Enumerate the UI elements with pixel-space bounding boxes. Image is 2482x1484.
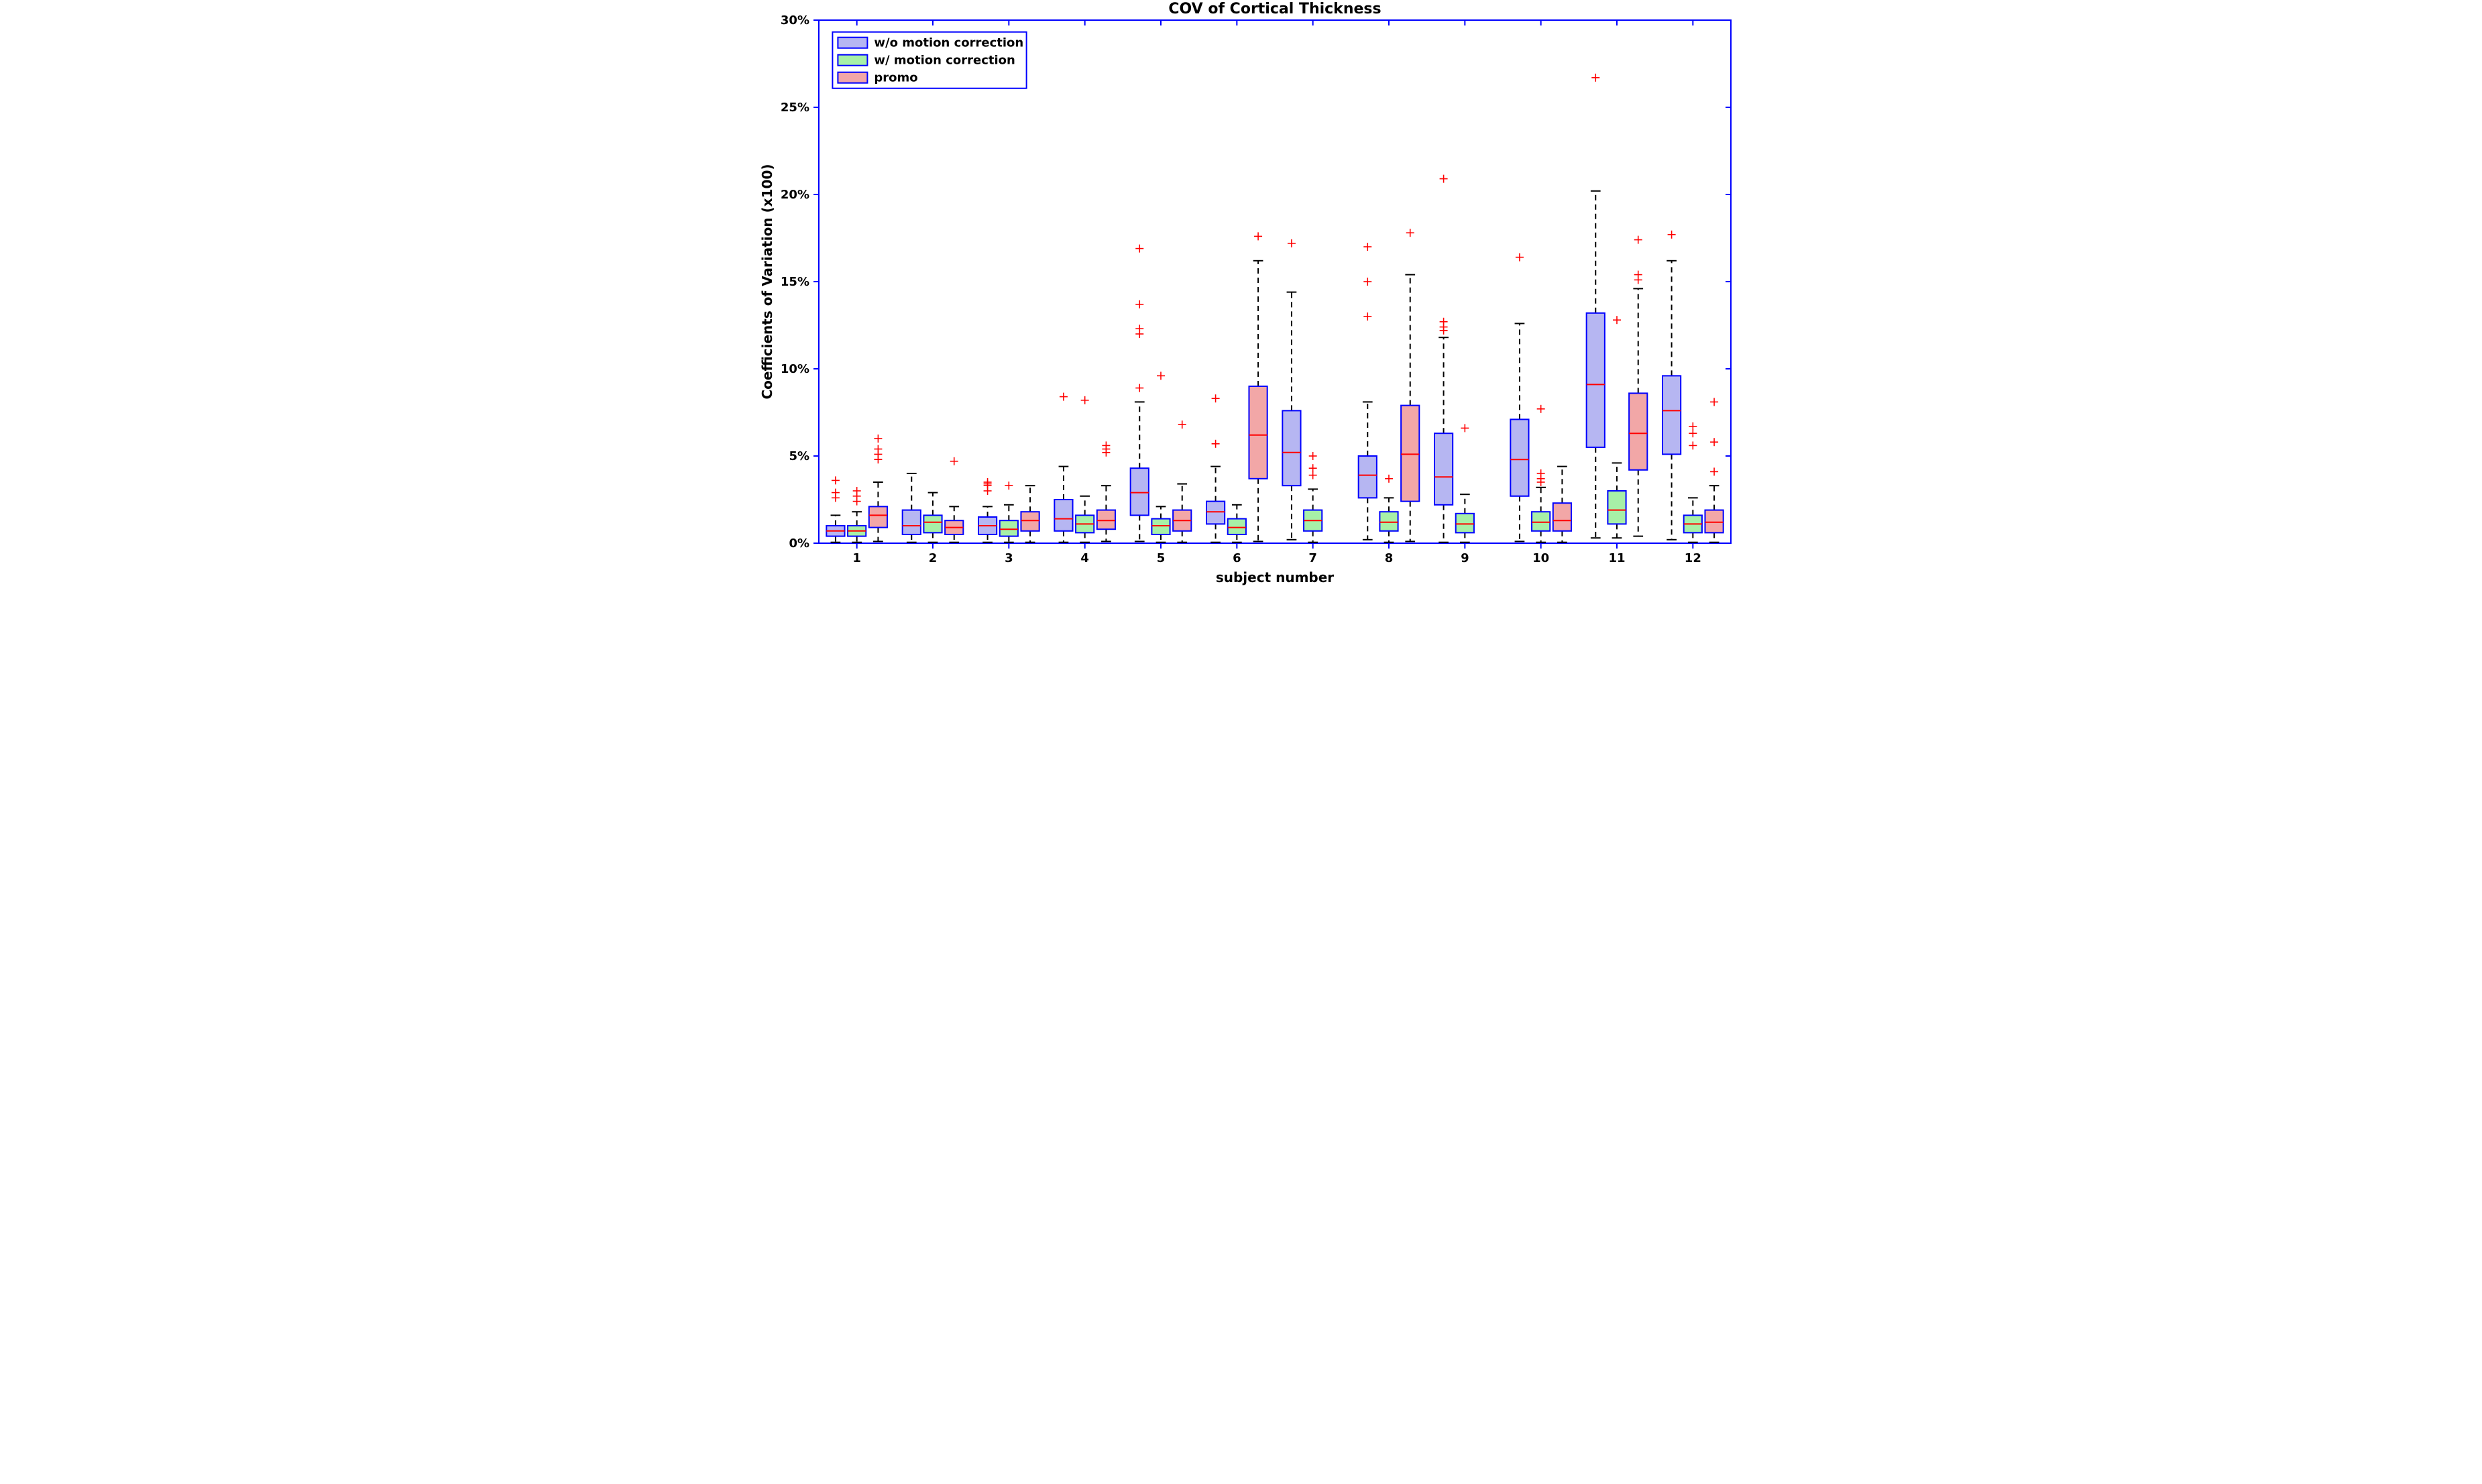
- legend: w/o motion correction w/ motion correctio…: [832, 32, 1026, 89]
- box: [1130, 468, 1148, 515]
- box: [1358, 456, 1376, 498]
- legend-label: promo: [874, 71, 917, 85]
- box: [1607, 491, 1626, 524]
- x-tick-label: 11: [1608, 551, 1625, 565]
- box: [1379, 512, 1398, 531]
- box: [1227, 519, 1245, 534]
- legend-swatch: [838, 55, 867, 66]
- box: [868, 506, 887, 527]
- y-tick-label: 25%: [780, 101, 809, 115]
- y-tick-label: 5%: [789, 449, 809, 463]
- box: [1629, 393, 1647, 469]
- box: [999, 520, 1017, 536]
- box: [1434, 433, 1453, 505]
- plot-frame: [819, 20, 1731, 543]
- y-tick-label: 15%: [780, 275, 809, 289]
- box: [1151, 519, 1170, 534]
- legend-swatch: [838, 38, 867, 48]
- x-tick-label: 10: [1532, 551, 1549, 565]
- x-tick-label: 4: [1080, 551, 1089, 565]
- box: [1054, 500, 1072, 531]
- x-tick-label: 5: [1156, 551, 1165, 565]
- box: [1532, 512, 1550, 531]
- box: [1510, 419, 1528, 496]
- x-axis-label: subject number: [1215, 569, 1333, 585]
- box: [1586, 313, 1604, 447]
- legend-swatch: [838, 72, 867, 83]
- x-tick-label: 2: [928, 551, 937, 565]
- y-tick-label: 20%: [780, 188, 809, 202]
- box: [1662, 376, 1681, 454]
- box: [1249, 386, 1267, 479]
- y-tick-label: 30%: [780, 13, 809, 27]
- cov-boxplot-chart: 0%5%10%15%20%25%30%123456789101112COV of…: [745, 0, 1738, 593]
- box: [1206, 502, 1225, 524]
- box: [1282, 410, 1300, 486]
- y-axis-label: Coefficients of Variation (x100): [759, 164, 775, 399]
- box: [1455, 514, 1473, 533]
- x-tick-label: 12: [1684, 551, 1701, 565]
- legend-label: w/o motion correction: [874, 36, 1023, 50]
- box: [902, 510, 920, 534]
- y-tick-label: 0%: [789, 536, 809, 551]
- box: [1705, 510, 1723, 533]
- x-tick-label: 3: [1005, 551, 1013, 565]
- x-tick-label: 7: [1308, 551, 1317, 565]
- x-tick-label: 8: [1384, 551, 1393, 565]
- legend-label: w/ motion correction: [874, 54, 1015, 68]
- box: [923, 515, 942, 532]
- chart-svg: 0%5%10%15%20%25%30%123456789101112COV of…: [745, 0, 1738, 593]
- box: [1021, 512, 1039, 531]
- box: [1401, 406, 1419, 502]
- x-tick-label: 1: [852, 551, 861, 565]
- x-tick-label: 9: [1461, 551, 1469, 565]
- plot-content: [826, 74, 1723, 543]
- y-tick-label: 10%: [780, 362, 809, 376]
- box: [1096, 510, 1115, 530]
- chart-title: COV of Cortical Thickness: [1168, 1, 1381, 17]
- x-tick-label: 6: [1233, 551, 1241, 565]
- box: [1553, 503, 1571, 531]
